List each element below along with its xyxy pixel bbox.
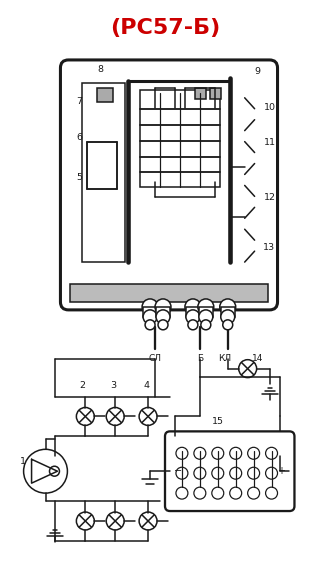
Circle shape [199, 310, 213, 324]
Text: 8: 8 [97, 65, 103, 74]
Bar [71, 284, 267, 302]
Bar [140, 90, 220, 188]
Bar [143, 307, 157, 317]
Text: (РС57-Б): (РС57-Б) [110, 18, 220, 38]
Circle shape [156, 310, 170, 324]
Text: 7: 7 [76, 98, 82, 106]
Circle shape [223, 320, 233, 330]
Circle shape [201, 320, 211, 330]
Bar [199, 307, 213, 317]
Text: 3: 3 [110, 380, 116, 390]
Text: 13: 13 [262, 243, 275, 252]
Bar [186, 307, 200, 317]
Bar [221, 307, 235, 317]
Circle shape [220, 299, 236, 315]
Text: 14: 14 [252, 354, 263, 363]
Circle shape [185, 299, 201, 315]
Text: 4: 4 [143, 380, 149, 390]
Text: −: − [174, 466, 182, 476]
Text: 10: 10 [263, 103, 276, 112]
Text: 5: 5 [76, 173, 82, 182]
Circle shape [158, 320, 168, 330]
Text: +: + [277, 466, 286, 476]
Text: СЛ: СЛ [149, 354, 162, 363]
Circle shape [142, 299, 158, 315]
Text: 9: 9 [255, 67, 260, 76]
Bar [195, 88, 206, 99]
Text: 12: 12 [263, 193, 276, 202]
Text: 15: 15 [212, 417, 224, 426]
Bar [156, 307, 170, 317]
Text: КЛ: КЛ [218, 354, 231, 363]
FancyBboxPatch shape [61, 60, 277, 310]
Circle shape [143, 310, 157, 324]
Bar [210, 88, 221, 99]
Circle shape [198, 299, 214, 315]
Text: 6: 6 [76, 133, 82, 142]
FancyBboxPatch shape [165, 431, 295, 511]
Bar [82, 83, 125, 262]
Text: 11: 11 [263, 138, 276, 147]
Text: 1: 1 [20, 457, 25, 466]
Circle shape [188, 320, 198, 330]
Circle shape [221, 310, 235, 324]
Circle shape [186, 310, 200, 324]
Circle shape [155, 299, 171, 315]
Text: Б: Б [197, 354, 203, 363]
Bar [97, 88, 113, 101]
Text: 2: 2 [79, 380, 85, 390]
Bar [87, 142, 117, 189]
Circle shape [145, 320, 155, 330]
